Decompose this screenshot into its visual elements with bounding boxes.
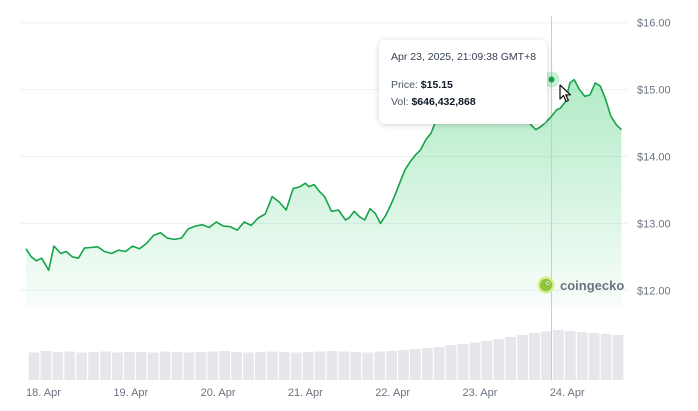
volume-bar bbox=[326, 351, 338, 380]
x-tick-label: 22. Apr bbox=[375, 387, 410, 399]
volume-bar bbox=[219, 351, 231, 380]
x-tick-label: 18. Apr bbox=[26, 387, 61, 399]
volume-bar bbox=[445, 345, 457, 380]
volume-bar bbox=[374, 351, 385, 380]
volume-bar bbox=[541, 331, 552, 380]
volume-bar bbox=[517, 335, 529, 380]
arrow-cursor-icon bbox=[559, 84, 572, 103]
price-line bbox=[25, 78, 622, 271]
x-tick-label: 19. Apr bbox=[113, 387, 148, 399]
volume-bar bbox=[362, 352, 374, 380]
y-axis-labels: $16.00 $15.00 $14.00 $13.00 $12.00 bbox=[637, 18, 671, 298]
volume-bar bbox=[243, 352, 254, 380]
volume-bar bbox=[505, 337, 517, 380]
tooltip-vol-row: Vol: $646,432,868 bbox=[391, 96, 535, 108]
volume-bar bbox=[565, 331, 576, 380]
tooltip-price-label: Price: bbox=[391, 79, 418, 91]
volume-bar bbox=[421, 348, 433, 380]
logo-text: coingecko bbox=[560, 277, 625, 293]
volume-bar bbox=[171, 352, 183, 380]
y-tick-label: $12.00 bbox=[637, 285, 671, 297]
volume-bar bbox=[481, 341, 493, 380]
volume-bar bbox=[600, 334, 612, 380]
volume-bar bbox=[386, 351, 397, 380]
y-tick-label: $14.00 bbox=[637, 151, 671, 163]
volume-bar bbox=[123, 352, 135, 380]
volume-bar bbox=[302, 352, 314, 380]
volume-bar bbox=[469, 342, 481, 380]
volume-bar bbox=[88, 352, 99, 380]
volume-bar bbox=[207, 351, 219, 380]
volume-bar bbox=[410, 349, 421, 380]
volume-bar bbox=[267, 351, 278, 380]
coingecko-logo: coingecko bbox=[537, 276, 624, 294]
tooltip-price-value: $15.15 bbox=[420, 79, 453, 91]
volume-bar bbox=[28, 352, 40, 380]
volume-bar bbox=[112, 352, 123, 380]
volume-bar bbox=[493, 339, 505, 380]
volume-bar bbox=[100, 351, 111, 380]
volume-bars bbox=[28, 330, 624, 380]
price-tooltip: Apr 23, 2025, 21:09:38 GMT+8 Price: $15.… bbox=[379, 40, 547, 124]
volume-bar bbox=[398, 350, 409, 380]
volume-bar bbox=[255, 352, 266, 380]
volume-bar bbox=[76, 352, 87, 380]
x-tick-label: 23. Apr bbox=[463, 387, 498, 399]
volume-bar bbox=[290, 352, 302, 380]
volume-bar bbox=[183, 352, 195, 380]
volume-bar bbox=[612, 335, 624, 380]
volume-bar bbox=[553, 330, 564, 380]
volume-bar bbox=[457, 344, 469, 380]
gecko-logo-icon bbox=[537, 276, 555, 294]
volume-bar bbox=[433, 347, 445, 380]
volume-bar bbox=[64, 351, 76, 380]
volume-bar bbox=[350, 352, 362, 380]
volume-bar bbox=[314, 351, 326, 380]
volume-bar bbox=[231, 352, 242, 380]
tooltip-vol-label: Vol: bbox=[391, 96, 409, 108]
y-tick-label: $16.00 bbox=[637, 18, 671, 30]
volume-bar bbox=[576, 332, 588, 380]
volume-bar bbox=[529, 333, 540, 380]
price-area bbox=[26, 79, 622, 307]
x-tick-label: 24. Apr bbox=[550, 387, 585, 399]
volume-bar bbox=[195, 352, 207, 380]
x-axis-labels: 18. Apr 19. Apr 20. Apr 21. Apr 22. Apr 23. A… bbox=[26, 387, 585, 399]
volume-bar bbox=[338, 351, 350, 380]
tooltip-vol-value: $646,432,868 bbox=[411, 96, 476, 108]
volume-bar bbox=[147, 352, 159, 380]
tooltip-price-row: Price: $15.15 bbox=[391, 79, 535, 91]
hover-point[interactable] bbox=[548, 76, 555, 83]
volume-bar bbox=[159, 351, 171, 380]
volume-bar bbox=[135, 352, 147, 380]
tooltip-date: Apr 23, 2025, 21:09:38 GMT+8 bbox=[391, 51, 537, 63]
y-tick-label: $15.00 bbox=[637, 85, 671, 97]
y-tick-label: $13.00 bbox=[637, 218, 671, 230]
x-tick-label: 21. Apr bbox=[288, 387, 323, 399]
volume-bar bbox=[40, 351, 52, 380]
volume-bar bbox=[278, 352, 290, 380]
volume-bar bbox=[588, 333, 600, 380]
x-tick-label: 20. Apr bbox=[201, 387, 236, 399]
volume-bar bbox=[52, 352, 64, 380]
